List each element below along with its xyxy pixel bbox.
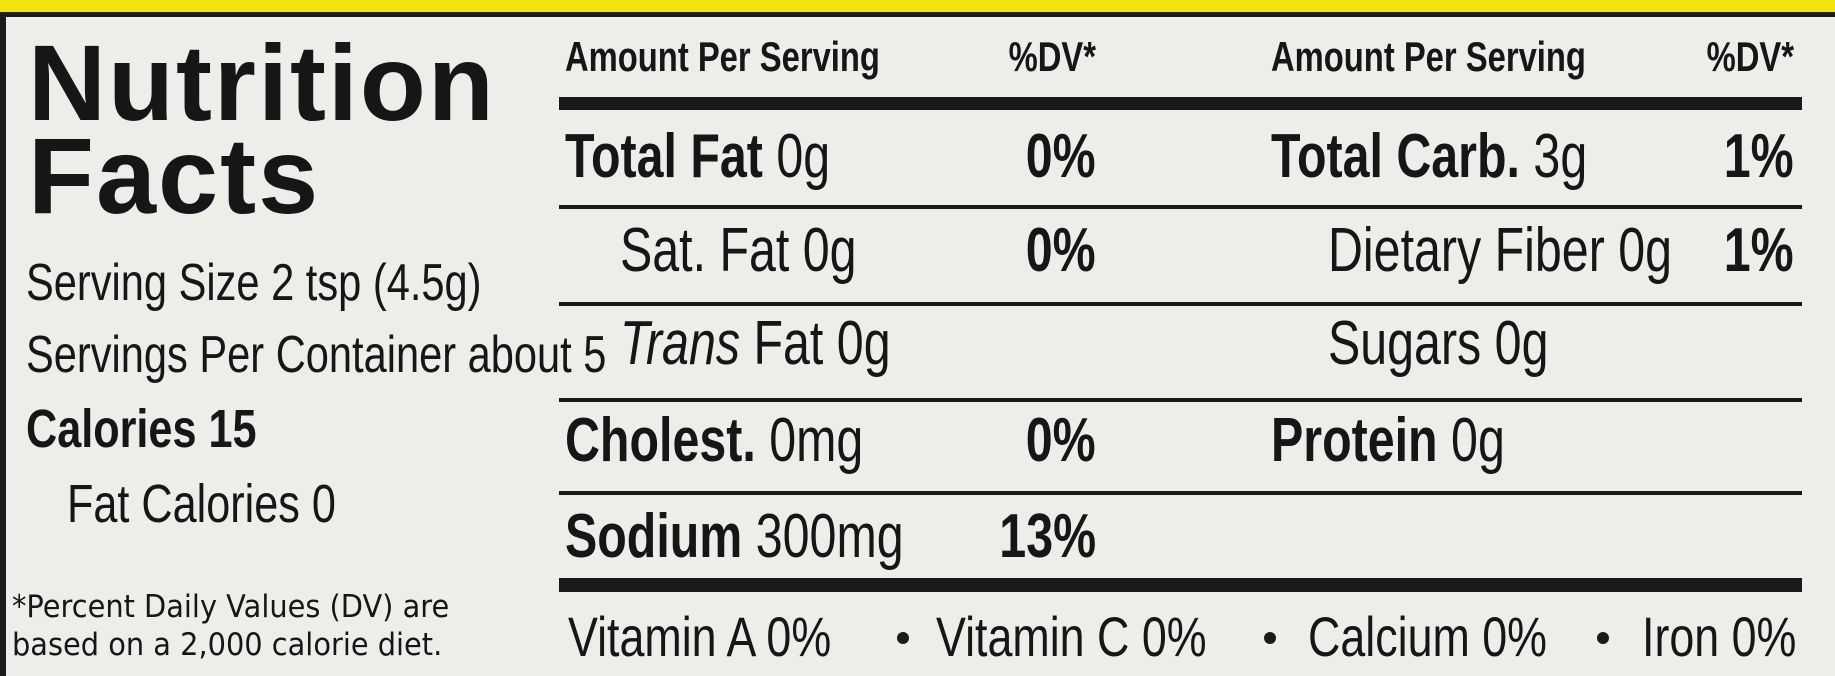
nutrient-label: Sat. Fat: [620, 215, 790, 285]
nutrient-label: Cholest.: [565, 405, 756, 475]
nutrient-amount: 0mg: [769, 405, 864, 475]
vitamin: Vitamin A 0%: [568, 605, 832, 669]
title: Facts: [28, 115, 321, 237]
amount-header: Amount Per Serving: [1271, 32, 1586, 80]
nutrient-label: Sugars: [1328, 308, 1482, 378]
vitamin: Iron 0%: [1642, 605, 1797, 669]
rule: [559, 97, 1802, 110]
rule: [559, 398, 1802, 402]
daily-value: 1%: [1724, 215, 1794, 285]
nutrient-amount: 300mg: [755, 501, 904, 571]
nutrient-row: Trans Fat 0g: [620, 307, 891, 381]
nutrient-row: Cholest. 0mg: [565, 404, 863, 478]
dv-header: %DV*: [1008, 32, 1096, 80]
nutrient-amount: 0g: [802, 215, 857, 285]
nutrient-row: Sugars 0g: [1328, 307, 1548, 381]
nutrient-amount: 3g: [1533, 121, 1588, 191]
nutrient-label: Sodium: [565, 501, 743, 571]
bullet: [1264, 632, 1276, 644]
rule: [559, 205, 1802, 209]
amount-header: Amount Per Serving: [565, 32, 880, 80]
nutrient-amount: 0g: [836, 308, 891, 378]
daily-value: 1%: [1724, 121, 1794, 191]
nutrient-label: Total Carb.: [1271, 121, 1520, 191]
vitamin: Calcium 0%: [1308, 605, 1548, 669]
nutrient-row: Total Fat 0g: [565, 120, 830, 194]
vitamin: Vitamin C 0%: [936, 605, 1207, 669]
nutrient-row: Sodium 300mg: [565, 500, 904, 574]
nutrient-label: Protein: [1271, 405, 1438, 475]
servings-per-container: Servings Per Container about 5: [26, 325, 607, 384]
daily-value: 0%: [1026, 405, 1096, 475]
nutrient-amount: 0g: [1618, 215, 1673, 285]
nutrient-amount: 0g: [1451, 405, 1505, 475]
nutrition-label: Nutrition Facts Serving Size 2 tsp (4.5g) S…: [0, 12, 1835, 676]
rule: [559, 491, 1802, 495]
nutrient-row: Dietary Fiber 0g: [1328, 214, 1672, 288]
nutrient-label: Fat: [753, 308, 824, 378]
rule: [559, 302, 1802, 306]
title: Nutrition: [28, 22, 496, 144]
rule: [559, 578, 1802, 592]
nutrient-row: Protein 0g: [1271, 404, 1505, 478]
nutrient-amount: 0g: [776, 121, 831, 191]
fat-calories: Fat Calories 0: [67, 473, 336, 534]
footnote: based on a 2,000 calorie diet.: [12, 626, 443, 663]
nutrient-label: Total Fat: [565, 121, 763, 191]
footnote: *Percent Daily Values (DV) are: [12, 588, 450, 625]
nutrient-row: Total Carb. 3g: [1271, 120, 1587, 194]
nutrient-row: Sat. Fat 0g: [620, 214, 857, 288]
nutrient-amount: 0g: [1494, 308, 1549, 378]
serving-size: Serving Size 2 tsp (4.5g): [26, 253, 482, 312]
calories: Calories 15: [26, 398, 257, 459]
daily-value: 13%: [999, 501, 1096, 571]
bullet: [897, 632, 909, 644]
nutrient-label: Dietary Fiber: [1328, 215, 1605, 285]
daily-value: 0%: [1026, 215, 1096, 285]
bullet: [1597, 632, 1609, 644]
nutrient-label: Trans: [620, 308, 741, 378]
daily-value: 0%: [1026, 121, 1096, 191]
dv-header: %DV*: [1706, 32, 1794, 80]
